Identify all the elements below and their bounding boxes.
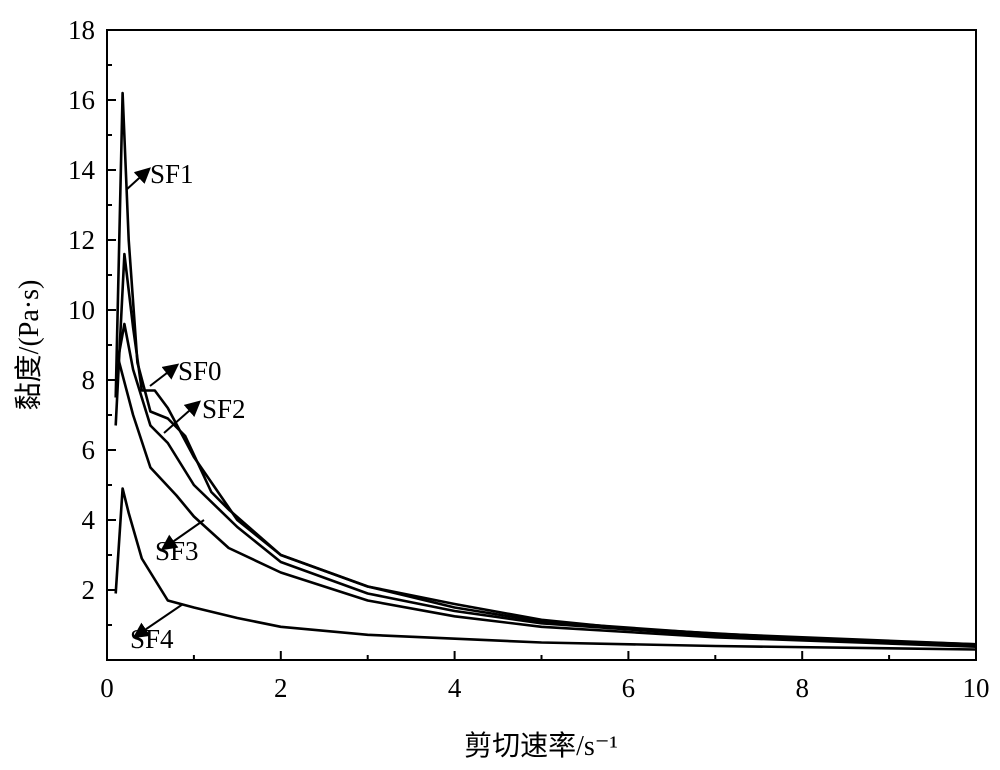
y-tick-label: 16	[68, 85, 95, 115]
x-tick-label: 0	[100, 673, 114, 703]
arrow-icon	[163, 400, 201, 434]
y-tick-label: 6	[82, 435, 96, 465]
series-layer	[114, 91, 977, 651]
series-labels: SF0 SF1 SF2 SF3 SF4	[125, 159, 246, 654]
y-tick-label: 12	[68, 225, 95, 255]
x-tick-label: 6	[622, 673, 636, 703]
y-tick-label: 14	[68, 155, 96, 185]
series-line-sf2	[116, 322, 977, 647]
arrow-icon	[160, 519, 205, 551]
ticks-layer: 0 2 4 6 8 10 2 4 6 8 10 12 14 16 18	[68, 15, 990, 703]
series-line-sf0	[114, 252, 977, 646]
arrow-icon	[149, 363, 180, 387]
x-tick-label: 10	[963, 673, 990, 703]
series-label-sf4: SF4	[130, 624, 174, 654]
series-label-sf1: SF1	[150, 159, 194, 189]
x-axis-label: 剪切速率/s⁻¹	[464, 730, 618, 762]
arrow-icon	[125, 167, 151, 191]
y-tick-label: 8	[82, 365, 96, 395]
series-label-sf2: SF2	[202, 394, 246, 424]
x-tick-label: 8	[795, 673, 809, 703]
series-line-sf3	[116, 355, 977, 648]
y-tick-label: 2	[82, 575, 96, 605]
series-label-sf0: SF0	[178, 356, 222, 386]
x-tick-label: 2	[274, 673, 288, 703]
y-tick-label: 4	[82, 505, 96, 535]
series-line-sf1	[114, 91, 977, 646]
x-tick-label: 4	[448, 673, 462, 703]
arrow-icon	[132, 603, 184, 639]
plot-frame	[106, 29, 977, 661]
series-line-sf4	[114, 487, 977, 651]
y-tick-label: 10	[68, 295, 95, 325]
series-label-sf3: SF3	[155, 536, 199, 566]
y-axis-label: 黏度/(Pa·s)	[13, 280, 45, 411]
y-tick-label: 18	[68, 15, 95, 45]
